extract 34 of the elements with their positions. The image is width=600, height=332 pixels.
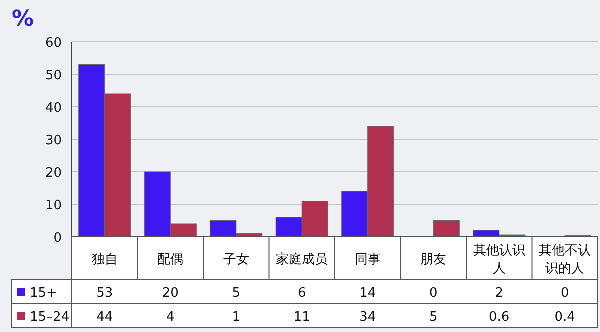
- x-tick-label: 配偶: [158, 252, 184, 268]
- legend-label: 15–24: [30, 310, 70, 325]
- data-label: 14: [360, 286, 376, 301]
- y-axis-title: %: [12, 7, 34, 32]
- y-tick-label: 30: [45, 134, 62, 148]
- data-label: 44: [96, 310, 114, 325]
- x-tick-label: 家庭成员: [276, 252, 328, 268]
- legend-label: 15+: [30, 286, 58, 301]
- x-tick-label: 其他不认识的人: [539, 244, 592, 276]
- y-tick-label: 60: [45, 36, 62, 51]
- data-label: 11: [294, 310, 310, 325]
- data-label: 4: [166, 310, 175, 325]
- data-label: 0.6: [489, 310, 510, 325]
- y-tick-label: 50: [45, 68, 62, 84]
- data-label: 5: [232, 286, 241, 301]
- data-label: 0.4: [554, 310, 576, 325]
- data-label: 34: [360, 310, 376, 325]
- data-label: 6: [298, 286, 306, 301]
- data-label: 5: [429, 310, 438, 325]
- x-tick-label: 同事: [354, 252, 381, 268]
- data-label: 1: [232, 310, 241, 325]
- y-tick-label: 0: [54, 231, 62, 246]
- data-label: 0: [560, 286, 570, 301]
- data-label: 2: [495, 286, 504, 301]
- x-tick-label: 朋友: [420, 252, 447, 268]
- data-label: 53: [96, 286, 114, 301]
- y-tick-label: 20: [45, 166, 62, 181]
- x-tick-label: 子女: [223, 252, 250, 268]
- x-tick-label: 其他认识人: [473, 244, 526, 276]
- y-tick-label: 10: [45, 198, 62, 214]
- x-tick-label: 独自: [92, 252, 118, 268]
- data-label: 20: [162, 286, 179, 301]
- data-label: 0: [429, 286, 438, 301]
- y-tick-label: 40: [45, 101, 62, 116]
